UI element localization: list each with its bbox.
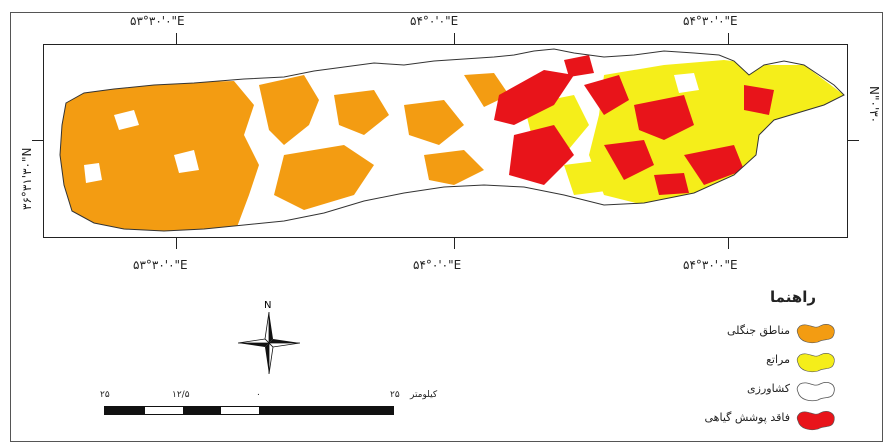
bottom-tick-3 xyxy=(728,238,729,249)
scale-label-4: ۲۵ xyxy=(390,390,400,400)
barren-patch-3 xyxy=(584,75,629,115)
right-coord: N"۰'۳۰ xyxy=(867,86,881,124)
north-arrow: N xyxy=(238,300,300,374)
map-frame xyxy=(43,44,848,238)
agri-speck-4 xyxy=(674,73,699,93)
top-coord-2: ۵۴°۰'۰"E xyxy=(410,14,459,28)
legend-item-agriculture: کشاورزی xyxy=(640,380,840,402)
legend-label-agriculture: کشاورزی xyxy=(747,382,790,395)
rangeland-patch-1 xyxy=(589,60,844,205)
bottom-tick-2 xyxy=(454,238,455,249)
barren-patch-9 xyxy=(654,173,689,195)
agriculture-swatch-icon xyxy=(796,382,835,402)
agri-speck-1 xyxy=(114,110,139,130)
barren-patch-6 xyxy=(684,145,744,185)
legend-label-forest: مناطق جنگلی xyxy=(727,324,790,337)
top-coord-1: ۵۳°۳۰'۰"E xyxy=(130,14,185,28)
barren-patch-8 xyxy=(564,55,594,77)
top-tick-1 xyxy=(176,33,177,44)
top-tick-3 xyxy=(728,33,729,44)
rangeland-patch-3 xyxy=(564,160,614,195)
legend-label-rangeland: مراتع xyxy=(766,353,790,366)
scale-unit: کیلومتر xyxy=(410,390,438,400)
top-tick-2 xyxy=(454,33,455,44)
region-outline xyxy=(59,48,845,232)
legend-label-barren: فاقد پوشش گیاهی xyxy=(704,411,791,424)
forest-patch-6 xyxy=(424,150,484,185)
left-coord: ۳۶°۳۱'۳۰"N xyxy=(20,147,34,210)
bottom-coord-2: ۵۴°۰'۰"E xyxy=(413,258,462,272)
bottom-coord-3: ۵۴°۳۰'۰"E xyxy=(683,258,738,272)
legend-item-forest: مناطق جنگلی xyxy=(640,322,840,344)
bottom-coord-1: ۵۳°۳۰'۰"E xyxy=(133,258,188,272)
forest-patch-3 xyxy=(274,145,374,210)
top-coord-3: ۵۴°۳۰'۰"E xyxy=(683,14,738,28)
legend-item-barren: فاقد پوشش گیاهی xyxy=(640,409,840,431)
bottom-tick-1 xyxy=(176,238,177,249)
forest-swatch-icon xyxy=(796,324,835,344)
barren-patch-2 xyxy=(509,125,574,185)
barren-patch-7 xyxy=(744,85,774,115)
legend-item-rangeland: مراتع xyxy=(640,351,840,373)
land-cover-map xyxy=(59,48,845,232)
left-tick xyxy=(32,140,43,141)
north-label: N xyxy=(264,300,272,311)
legend-title: راهنما xyxy=(770,288,816,306)
barren-patch-5 xyxy=(604,140,654,180)
forest-patch-7 xyxy=(464,73,509,107)
forest-patch-1 xyxy=(60,81,259,231)
scale-label-3: ۰ xyxy=(256,390,261,400)
compass-icon xyxy=(238,312,300,374)
rangeland-swatch-icon xyxy=(796,353,835,373)
scale-bar xyxy=(104,406,394,415)
barren-patch-4 xyxy=(634,95,694,140)
scale-label-1: ۲۵ xyxy=(100,390,110,400)
barren-swatch-icon xyxy=(796,411,835,431)
forest-patch-5 xyxy=(404,100,464,145)
agri-speck-3 xyxy=(84,163,102,183)
forest-patch-4 xyxy=(334,90,389,135)
barren-patch-1 xyxy=(494,70,574,125)
right-tick xyxy=(848,140,859,141)
forest-patch-2 xyxy=(259,75,319,145)
scale-label-2: ۱۲/۵ xyxy=(172,390,190,400)
agri-speck-2 xyxy=(174,150,199,173)
